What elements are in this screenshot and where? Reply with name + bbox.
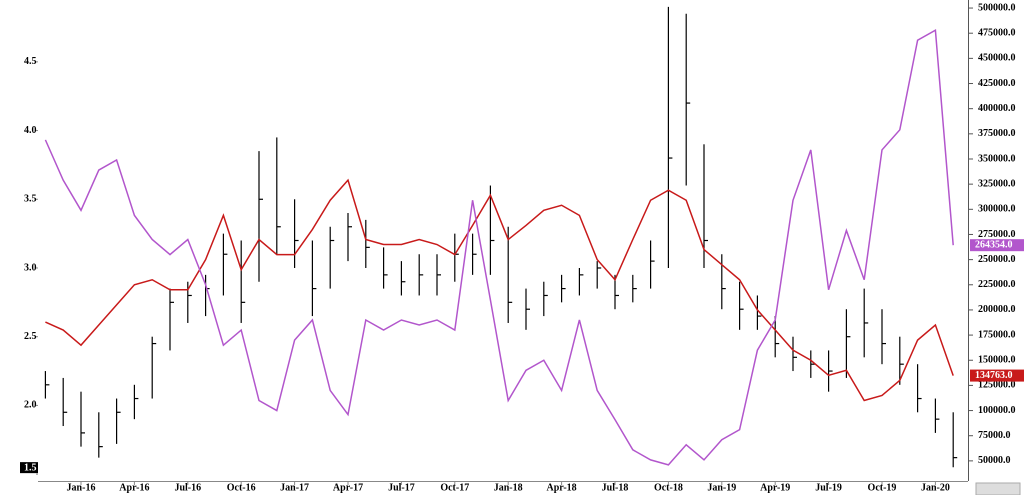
y-tick-label: 3.0 [24,262,37,273]
y2-tick-label: 500000.0 [978,2,1016,13]
last-value-label: 264354.0 [975,239,1013,250]
y2-tick-label: 300000.0 [978,204,1016,215]
y2-tick-label: 375000.0 [978,128,1016,139]
y-tick-label: 3.5 [24,194,37,205]
y2-tick-label: 475000.0 [978,28,1016,39]
y2-tick-label: 175000.0 [978,329,1016,340]
y2-tick-label: 100000.0 [978,405,1016,416]
x-tick-label: Jul-19 [815,482,842,493]
y-tick-label: 4.0 [24,125,37,136]
x-tick-label: Jan-19 [707,482,736,493]
y2-tick-label: 150000.0 [978,355,1016,366]
y-tick-label: 1.5 [24,462,37,473]
x-tick-label: Jan-20 [921,482,950,493]
y2-tick-label: 50000.0 [978,455,1011,466]
last-value-label: 134763.0 [975,370,1013,381]
y2-tick-label: 250000.0 [978,254,1016,265]
last-value-box [970,369,1024,382]
y-tick-box [20,462,38,474]
scroll-button[interactable] [975,482,1021,495]
y2-tick-label: 125000.0 [978,380,1016,391]
x-tick-label: Jul-16 [174,482,201,493]
y2-tick-label: 400000.0 [978,103,1016,114]
x-tick-label: Jan-16 [67,482,96,493]
x-tick-label: Apr-18 [547,482,577,493]
y2-tick-label: 225000.0 [978,279,1016,290]
x-tick-label: Oct-16 [227,482,256,493]
y-tick-label: 2.0 [24,400,37,411]
x-tick-label: Apr-16 [119,482,149,493]
x-tick-label: Jan-18 [494,482,523,493]
x-tick-label: Jan-17 [280,482,309,493]
y2-tick-label: 450000.0 [978,53,1016,64]
line-series [45,178,954,402]
x-tick-label: Oct-17 [440,482,469,493]
y-tick-label: 4.5 [24,56,37,67]
y2-tick-label: 75000.0 [978,430,1011,441]
y2-tick-label: 200000.0 [978,304,1016,315]
y2-tick-label: 350000.0 [978,153,1016,164]
x-tick-label: Oct-18 [654,482,683,493]
x-tick-label: Apr-19 [760,482,790,493]
x-tick-label: Jul-18 [602,482,629,493]
line-series [44,28,954,466]
last-value-box [970,239,1024,252]
x-tick-label: Apr-17 [333,482,363,493]
y-tick-label: 2.5 [24,331,37,342]
y2-tick-label: 275000.0 [978,229,1016,240]
y2-tick-label: 325000.0 [978,178,1016,189]
x-tick-label: Jul-17 [388,482,415,493]
x-tick-label: Oct-19 [868,482,897,493]
y2-tick-label: 425000.0 [978,78,1016,89]
